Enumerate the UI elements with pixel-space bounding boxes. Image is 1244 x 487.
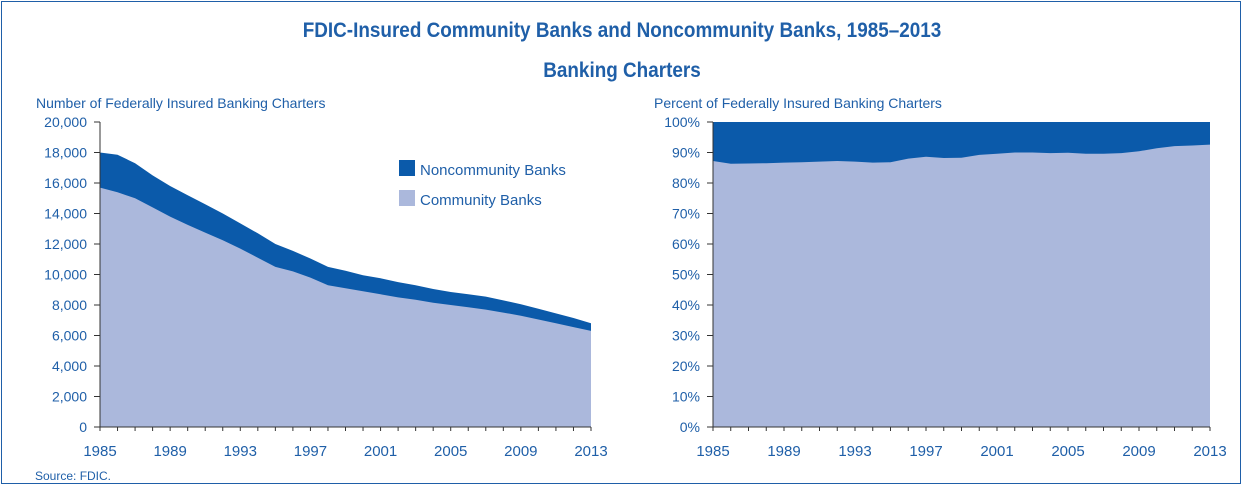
area-community-banks xyxy=(100,187,591,427)
y-tick-label: 16,000 xyxy=(44,175,87,191)
legend-swatch-community xyxy=(399,190,415,206)
y-tick-label: 18,000 xyxy=(44,145,87,161)
y-tick-label: 6,000 xyxy=(52,328,87,344)
y-tick-label: 60% xyxy=(672,236,700,252)
x-tick-label: 1997 xyxy=(909,443,942,460)
chart-subtitle: Banking Charters xyxy=(543,59,701,82)
y-tick-label: 100% xyxy=(664,114,700,130)
x-tick-label: 1989 xyxy=(767,443,800,460)
chart-title: FDIC-Insured Community Banks and Noncomm… xyxy=(302,19,942,42)
legend-label-noncommunity: Noncommunity Banks xyxy=(420,162,566,179)
source-note: Source: FDIC. xyxy=(35,469,112,483)
y-tick-label: 0 xyxy=(79,419,87,435)
x-tick-label: 2001 xyxy=(980,443,1013,460)
x-tick-label: 1997 xyxy=(294,443,327,460)
y-tick-label: 10,000 xyxy=(44,267,87,283)
y-tick-label: 20% xyxy=(672,358,700,374)
legend-label-community: Community Banks xyxy=(420,192,542,209)
x-tick-label: 2013 xyxy=(1193,443,1226,460)
y-tick-label: 30% xyxy=(672,328,700,344)
x-tick-label: 2009 xyxy=(1122,443,1155,460)
x-tick-label: 1985 xyxy=(696,443,729,460)
y-tick-label: 90% xyxy=(672,145,700,161)
y-tick-label: 8,000 xyxy=(52,297,87,313)
x-tick-label: 1993 xyxy=(838,443,871,460)
y-tick-label: 20,000 xyxy=(44,114,87,130)
x-tick-label: 1985 xyxy=(83,443,116,460)
y-tick-label: 4,000 xyxy=(52,358,87,374)
x-tick-label: 2005 xyxy=(1051,443,1084,460)
y-tick-label: 12,000 xyxy=(44,236,87,252)
x-tick-label: 1993 xyxy=(224,443,257,460)
x-tick-label: 2009 xyxy=(504,443,537,460)
y-tick-label: 80% xyxy=(672,175,700,191)
x-tick-label: 2005 xyxy=(434,443,467,460)
y-tick-label: 10% xyxy=(672,389,700,405)
panel-title: Number of Federally Insured Banking Char… xyxy=(36,95,325,111)
y-tick-label: 14,000 xyxy=(44,206,87,222)
x-tick-label: 1989 xyxy=(153,443,186,460)
x-tick-label: 2013 xyxy=(574,443,607,460)
area-community-banks xyxy=(713,144,1210,427)
x-tick-label: 2001 xyxy=(364,443,397,460)
y-tick-label: 70% xyxy=(672,206,700,222)
y-tick-label: 2,000 xyxy=(52,389,87,405)
y-tick-label: 50% xyxy=(672,267,700,283)
y-tick-label: 0% xyxy=(680,419,700,435)
panel-title: Percent of Federally Insured Banking Cha… xyxy=(654,95,942,111)
y-tick-label: 40% xyxy=(672,297,700,313)
legend-swatch-noncommunity xyxy=(399,160,415,176)
